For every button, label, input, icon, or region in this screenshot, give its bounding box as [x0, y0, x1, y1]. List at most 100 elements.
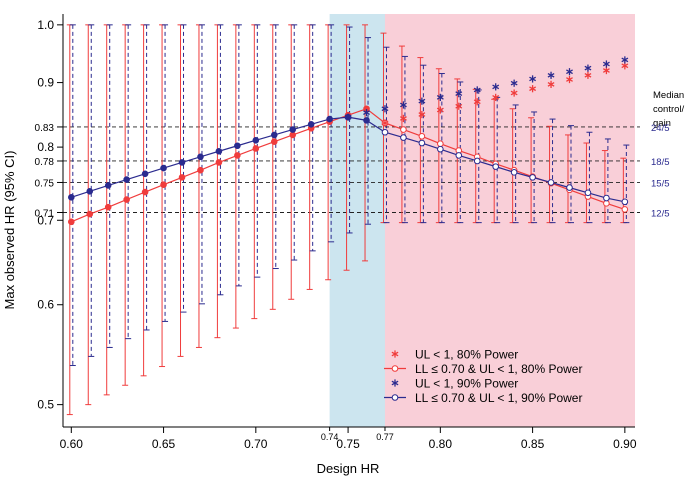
data-point: [141, 170, 149, 178]
y-tick-label: 0.7: [37, 213, 54, 227]
data-point: [326, 115, 333, 123]
asterisk-stroke: [455, 103, 463, 109]
x-tick-label: 0.60: [60, 437, 84, 451]
data-point: [584, 189, 592, 197]
y-tick-label: 0.6: [37, 298, 54, 312]
data-point: [621, 198, 629, 206]
asterisk-stroke: [363, 110, 370, 115]
asterisk-point: [473, 98, 481, 106]
right-ratio-label: 24/5: [651, 123, 670, 134]
right-ratio-label: 12/5: [651, 209, 670, 220]
asterisk-stroke: [436, 107, 444, 113]
legend-label: UL < 1, 80% Power: [415, 348, 518, 362]
asterisk-point: [455, 102, 463, 110]
asterisk-stroke: [602, 68, 610, 73]
right-title-line: gain: [653, 118, 671, 129]
asterisk-point: [510, 89, 518, 97]
legend-marker: [391, 394, 399, 401]
asterisk-stroke: [529, 76, 537, 82]
data-point: [234, 152, 241, 159]
asterisk-stroke: [529, 86, 537, 92]
asterisk-point: [566, 68, 573, 76]
data-point: [566, 184, 573, 191]
asterisk-stroke: [584, 65, 592, 71]
data-point: [197, 166, 204, 174]
axes: 0.60 0.65 0.70 0.75 0.80 0.85 0.90 0.74 0.77 0.5 0…: [35, 14, 637, 451]
data-point: [418, 132, 426, 140]
asterisk-stroke: [455, 91, 463, 97]
data-point: [215, 147, 223, 155]
asterisk-point: [547, 80, 555, 89]
data-point: [400, 126, 407, 133]
x-tick-label: 0.75: [336, 437, 360, 451]
axis-labels: Design HR Max observed HR (95% CI): [2, 151, 379, 476]
asterisk-stroke: [621, 57, 629, 63]
asterisk-stroke: [418, 112, 426, 117]
asterisk-point: [584, 64, 592, 72]
asterisk-point: [492, 83, 500, 91]
asterisk-stroke: [584, 72, 592, 78]
y-tick-label: 0.9: [37, 76, 54, 90]
data-point: [160, 164, 167, 172]
data-point: [178, 159, 186, 166]
asterisk-point: [436, 106, 444, 114]
data-point: [123, 176, 130, 183]
asterisk-point: [584, 71, 592, 79]
x-tick-label: 0.65: [152, 437, 176, 451]
asterisk-point: [529, 85, 537, 93]
asterisk-stroke: [473, 87, 481, 93]
data-point: [510, 169, 518, 176]
asterisk-stroke: [418, 98, 426, 104]
y-axis-title: Max observed HR (95% CI): [2, 151, 17, 310]
data-point: [104, 182, 112, 189]
data-point: [603, 194, 610, 202]
legend-marker: [391, 379, 399, 387]
asterisk-point: [399, 101, 407, 109]
asterisk-point: [399, 114, 407, 123]
data-point: [123, 196, 130, 203]
data-point: [418, 139, 426, 147]
right-ratio-label: 15/5: [651, 178, 670, 189]
asterisk-point: [344, 113, 352, 121]
y-tick-label: 0.78: [35, 157, 55, 168]
asterisk-stroke: [399, 102, 407, 108]
asterisk-point: [473, 86, 481, 94]
data-point: [141, 188, 149, 196]
asterisk-point: [602, 60, 610, 68]
asterisk-stroke: [547, 72, 555, 78]
right-title-line: control/: [653, 104, 685, 115]
data-point: [492, 163, 499, 170]
y-tick-label: 0.83: [35, 123, 55, 134]
series-points: [68, 56, 629, 226]
legend-marker: [391, 365, 399, 372]
data-point: [547, 179, 555, 186]
asterisk-stroke: [566, 69, 573, 75]
data-point: [363, 117, 370, 124]
region-0: [329, 14, 385, 427]
x-minor-label: 0.74: [321, 432, 339, 442]
x-tick-label: 0.85: [521, 437, 545, 451]
asterisk-point: [492, 93, 500, 101]
data-point: [621, 206, 629, 213]
asterisk-stroke: [391, 351, 399, 357]
data-point: [104, 203, 112, 211]
y-tick-label: 0.5: [37, 398, 54, 412]
right-title-line: Median: [653, 90, 684, 101]
x-minor-label: 0.77: [376, 432, 394, 442]
y-tick-label: 1.0: [37, 18, 54, 32]
x-axis-title: Design HR: [317, 461, 380, 476]
x-tick-label: 0.70: [244, 437, 268, 451]
asterisk-stroke: [510, 90, 518, 96]
y-tick-label: 0.71: [35, 209, 55, 220]
data-point: [529, 174, 536, 181]
data-point: [86, 210, 94, 218]
asterisk-stroke: [381, 120, 389, 126]
data-point: [437, 145, 444, 153]
legend-entry: LL ≤ 0.70 & UL < 1, 80% Power: [384, 362, 582, 376]
data-point: [252, 137, 260, 144]
asterisk-stroke: [391, 380, 399, 386]
asterisk-point: [381, 105, 389, 113]
data-point: [307, 121, 315, 128]
data-point: [381, 128, 389, 136]
